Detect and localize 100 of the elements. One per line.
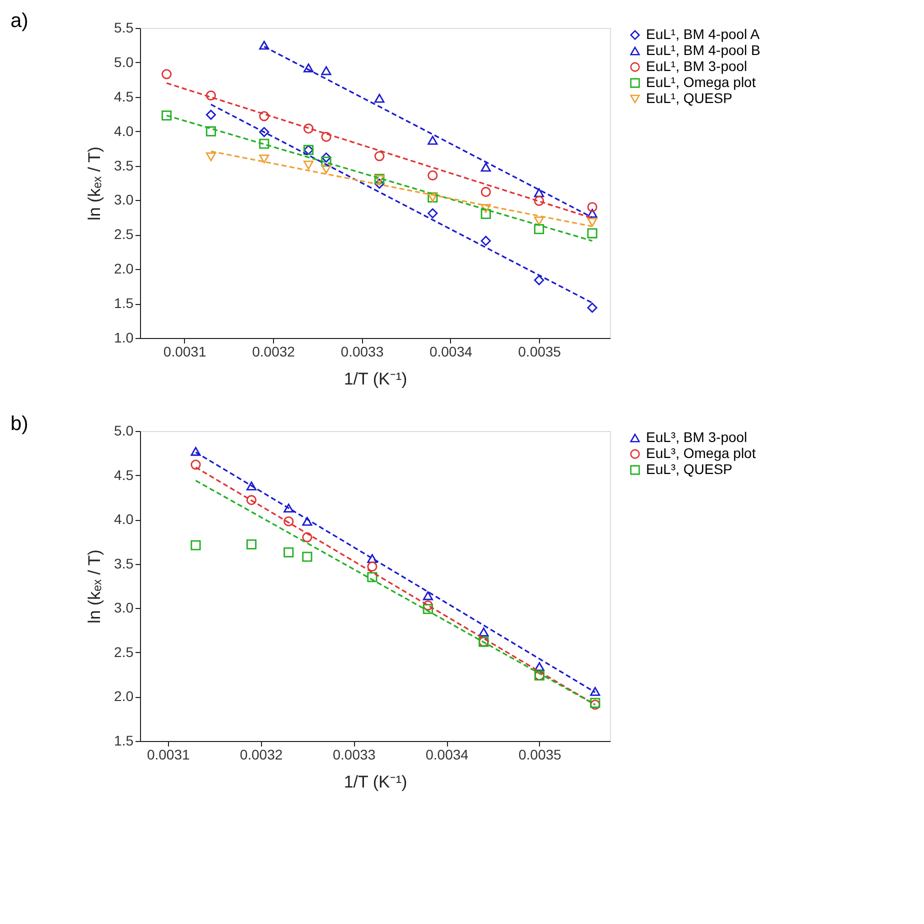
point bbox=[422, 600, 433, 611]
x-tick-label: 0.0031 bbox=[163, 344, 206, 360]
legend-label: EuL¹, BM 3-pool bbox=[646, 58, 748, 74]
point bbox=[374, 178, 384, 189]
legend-label: EuL¹, QUESP bbox=[646, 90, 732, 106]
legend-label: EuL¹, BM 4-pool A bbox=[646, 26, 760, 42]
point bbox=[190, 540, 201, 550]
point bbox=[422, 604, 433, 614]
x-tick-label: 0.0033 bbox=[340, 344, 384, 360]
point bbox=[587, 228, 598, 238]
legend-label: EuL³, Omega plot bbox=[646, 445, 756, 461]
y-tick-label: 5.0 bbox=[114, 54, 134, 70]
point bbox=[206, 152, 216, 162]
point bbox=[259, 154, 270, 164]
y-tick-label: 4.0 bbox=[114, 511, 134, 528]
point bbox=[534, 216, 544, 226]
point bbox=[321, 164, 332, 174]
y-tick-label: 3.0 bbox=[114, 192, 134, 208]
point bbox=[190, 460, 201, 470]
point bbox=[162, 110, 172, 121]
point bbox=[303, 124, 314, 134]
y-tick-label: 2.5 bbox=[114, 644, 134, 660]
point bbox=[259, 138, 270, 149]
point bbox=[321, 132, 332, 142]
point bbox=[190, 446, 201, 456]
y-tick-label: 1.5 bbox=[114, 295, 134, 312]
x-tick-label: 0.0035 bbox=[518, 344, 562, 360]
point bbox=[480, 186, 491, 197]
y-tick-label: 1.0 bbox=[114, 330, 134, 346]
y-tick-label: 5.5 bbox=[114, 20, 134, 36]
y-tick-label: 4.0 bbox=[114, 122, 134, 139]
y-tick-label: 1.5 bbox=[114, 732, 134, 748]
y-tick-label: 4.5 bbox=[114, 466, 134, 483]
x-tick-label: 0.0033 bbox=[332, 746, 376, 762]
point bbox=[587, 202, 598, 212]
y-tick-label: 3.5 bbox=[114, 157, 134, 174]
point bbox=[303, 160, 314, 170]
y-axis-title: ln (kₑₓ / T) bbox=[85, 550, 104, 624]
point bbox=[367, 572, 378, 582]
point bbox=[367, 561, 378, 572]
y-tick-label: 4.5 bbox=[114, 88, 134, 104]
point bbox=[284, 516, 294, 526]
point bbox=[480, 204, 491, 213]
point bbox=[534, 196, 544, 206]
point bbox=[246, 495, 256, 506]
x-tick-label: 0.0032 bbox=[252, 344, 296, 360]
point bbox=[534, 275, 544, 286]
point bbox=[534, 224, 544, 234]
point bbox=[206, 110, 216, 120]
point bbox=[302, 516, 312, 526]
point bbox=[321, 66, 332, 76]
chart-title: b) bbox=[10, 413, 28, 435]
point bbox=[367, 554, 378, 563]
point bbox=[428, 136, 438, 145]
y-tick-label: 5.0 bbox=[114, 422, 134, 438]
point bbox=[590, 686, 600, 696]
x-axis-title: 1/T (K⁻¹) bbox=[344, 370, 408, 388]
point bbox=[428, 208, 438, 218]
x-tick-label: 0.0034 bbox=[429, 344, 472, 360]
legend-label: EuL³, QUESP bbox=[646, 461, 732, 477]
point bbox=[303, 64, 314, 72]
chart-title: a) bbox=[10, 10, 28, 32]
x-tick-label: 0.0034 bbox=[426, 746, 469, 762]
point bbox=[428, 170, 438, 180]
x-axis-title: 1/T (K⁻¹) bbox=[344, 772, 408, 792]
point bbox=[422, 591, 433, 600]
x-tick-label: 0.0032 bbox=[240, 746, 283, 762]
point bbox=[259, 126, 270, 138]
point bbox=[374, 94, 384, 103]
point bbox=[302, 532, 312, 542]
x-tick-label: 0.0031 bbox=[146, 746, 190, 762]
x-tick-label: 0.0035 bbox=[518, 746, 562, 762]
legend-label: EuL¹, BM 4-pool B bbox=[646, 42, 760, 58]
y-tick-label: 3.0 bbox=[114, 600, 134, 616]
point bbox=[480, 208, 491, 220]
point bbox=[284, 547, 294, 558]
point bbox=[302, 552, 312, 562]
point bbox=[246, 481, 256, 490]
point bbox=[321, 156, 332, 167]
point bbox=[480, 236, 491, 246]
point bbox=[162, 69, 172, 80]
point bbox=[284, 504, 294, 513]
y-tick-label: 2.0 bbox=[114, 688, 134, 704]
point bbox=[587, 302, 598, 313]
point bbox=[587, 208, 598, 218]
legend-label: EuL¹, Omega plot bbox=[646, 74, 756, 90]
point bbox=[259, 111, 270, 122]
point bbox=[374, 151, 384, 162]
legend-label: EuL³, BM 3-pool bbox=[646, 429, 748, 445]
point bbox=[206, 126, 216, 136]
point bbox=[321, 152, 332, 163]
point bbox=[587, 218, 598, 227]
point bbox=[534, 662, 544, 672]
point bbox=[246, 539, 256, 550]
y-tick-label: 3.5 bbox=[114, 555, 134, 572]
point bbox=[534, 188, 544, 198]
y-tick-label: 2.5 bbox=[114, 226, 134, 242]
point bbox=[480, 162, 491, 172]
point bbox=[259, 40, 270, 50]
point bbox=[206, 90, 216, 101]
